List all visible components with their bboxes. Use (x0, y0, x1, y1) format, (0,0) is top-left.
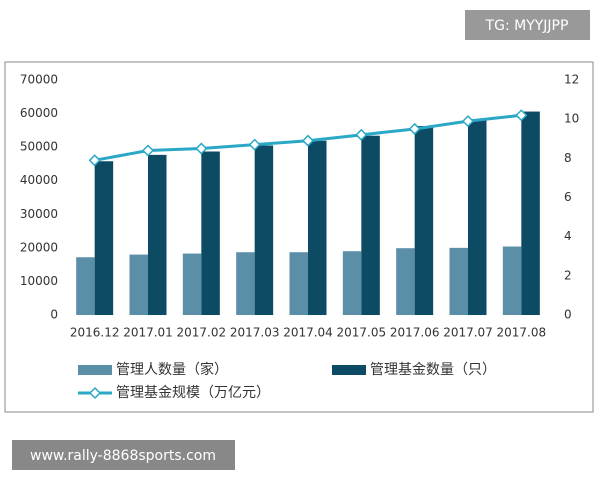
bar (94, 161, 114, 315)
x-tick-label: 2017.06 (390, 326, 440, 340)
bar (396, 248, 415, 315)
bar (308, 140, 327, 315)
bar (182, 253, 202, 315)
legend-label: 管理基金规模（万亿元） (116, 384, 270, 401)
bar (148, 154, 167, 315)
bar (468, 120, 487, 316)
line-marker (408, 122, 421, 136)
x-tick-label: 2016.12 (70, 326, 120, 340)
bar (502, 246, 522, 315)
top-tag: TG: MYYJJPP (485, 18, 569, 34)
tag-box (12, 440, 235, 470)
line-marker (88, 154, 101, 167)
bar (449, 247, 468, 315)
line-marker (141, 144, 155, 157)
tag-box (465, 10, 590, 40)
legend-swatch (332, 365, 366, 375)
legend-swatch (78, 365, 112, 375)
line-marker (301, 134, 315, 147)
y-tick-label: 30000 (20, 207, 58, 221)
bar (521, 111, 540, 315)
bar (129, 254, 148, 315)
y-tick-label: 70000 (20, 73, 58, 87)
y-tick-label: 20000 (20, 240, 58, 254)
bar (342, 251, 362, 315)
legend-label: 管理基金数量（只） (370, 361, 496, 378)
bar (201, 151, 220, 315)
x-tick-label: 2017.08 (497, 326, 547, 340)
legend-label: 管理人数量（家） (116, 361, 228, 378)
y2-tick-label: 4 (564, 229, 572, 243)
bar (76, 257, 95, 315)
x-tick-label: 2017.02 (177, 326, 227, 340)
y2-tick-label: 6 (564, 190, 572, 204)
y-tick-label: 40000 (20, 173, 58, 187)
legend-marker (88, 386, 102, 400)
line-marker (355, 128, 368, 141)
x-tick-label: 2017.03 (230, 326, 280, 340)
x-tick-label: 2017.05 (337, 326, 387, 340)
line-marker (248, 138, 261, 151)
y-tick-label: 10000 (20, 274, 58, 288)
bar (254, 145, 274, 315)
bar (236, 252, 255, 315)
bar (361, 135, 380, 315)
bottom-tag: www.rally-8868sports.com (30, 448, 216, 464)
y-tick-label: 50000 (20, 140, 58, 154)
line-marker (515, 109, 528, 122)
y2-tick-label: 10 (564, 112, 579, 126)
y2-tick-label: 0 (564, 308, 572, 322)
y2-tick-label: 8 (564, 151, 572, 165)
y2-tick-label: 12 (564, 73, 579, 87)
bar (414, 125, 434, 315)
line-marker (461, 115, 475, 128)
y2-tick-label: 2 (564, 268, 572, 282)
bar (289, 252, 308, 315)
x-tick-label: 2017.01 (123, 326, 173, 340)
line-marker (195, 142, 208, 155)
y-tick-label: 0 (50, 308, 58, 322)
x-tick-label: 2017.07 (443, 326, 493, 340)
chart-frame (4, 61, 594, 413)
x-tick-label: 2017.04 (283, 326, 333, 340)
y-tick-label: 60000 (20, 106, 58, 120)
